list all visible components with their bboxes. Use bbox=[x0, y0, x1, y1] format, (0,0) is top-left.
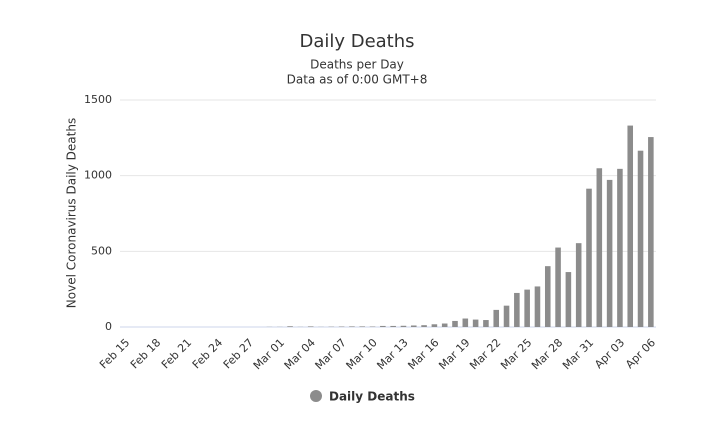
x-tick-label: Apr 03 bbox=[592, 336, 627, 371]
bar bbox=[493, 309, 500, 327]
bar bbox=[400, 325, 407, 327]
bar bbox=[586, 188, 592, 327]
bar bbox=[452, 320, 458, 327]
bar bbox=[637, 150, 644, 327]
y-axis-label: Novel Coronavirus Daily Deaths bbox=[65, 118, 79, 308]
bar bbox=[575, 243, 582, 327]
bar bbox=[472, 319, 479, 327]
chart-subtitle: Data as of 0:00 GMT+8 bbox=[287, 73, 428, 87]
bar bbox=[555, 247, 561, 327]
x-tick-label: Mar 10 bbox=[344, 336, 380, 372]
x-tick-label: Mar 07 bbox=[313, 336, 349, 372]
bar bbox=[441, 323, 448, 327]
bar bbox=[596, 168, 603, 327]
bar bbox=[617, 168, 623, 327]
x-tick-label: Mar 22 bbox=[467, 336, 503, 372]
bar bbox=[565, 272, 572, 327]
x-tick-label: Mar 13 bbox=[374, 336, 410, 372]
bar bbox=[390, 325, 396, 327]
bar bbox=[544, 266, 551, 327]
bar bbox=[410, 325, 417, 327]
bar bbox=[462, 318, 469, 327]
x-tick-label: Apr 06 bbox=[623, 336, 658, 371]
y-tick-label: 500 bbox=[91, 244, 112, 257]
y-tick-label: 1000 bbox=[84, 169, 112, 182]
chart-title: Daily Deaths bbox=[299, 31, 414, 52]
x-tick-label: Mar 25 bbox=[498, 336, 534, 372]
bar bbox=[359, 326, 366, 327]
x-tick-label: Feb 15 bbox=[97, 336, 132, 371]
y-tick-label: 1500 bbox=[84, 93, 112, 106]
legend-label: Daily Deaths bbox=[329, 390, 415, 404]
bar bbox=[380, 325, 386, 327]
bar bbox=[421, 325, 427, 327]
chart-subtitle: Deaths per Day bbox=[310, 58, 404, 72]
bar bbox=[503, 305, 510, 327]
bar bbox=[648, 137, 654, 327]
bar bbox=[534, 286, 541, 327]
x-tick-label: Mar 01 bbox=[251, 336, 287, 372]
x-tick-label: Feb 27 bbox=[221, 336, 256, 371]
bar bbox=[349, 326, 355, 327]
x-tick-label: Mar 16 bbox=[405, 336, 441, 372]
bar bbox=[431, 324, 438, 327]
y-tick-label: 0 bbox=[105, 320, 112, 333]
x-tick-label: Mar 28 bbox=[529, 336, 565, 372]
legend-marker bbox=[310, 390, 322, 402]
x-tick-label: Feb 21 bbox=[159, 336, 194, 371]
bar bbox=[606, 179, 613, 327]
x-tick-label: Feb 18 bbox=[128, 336, 163, 371]
bar bbox=[514, 292, 520, 327]
x-tick-label: Mar 19 bbox=[436, 336, 472, 372]
x-tick-label: Feb 24 bbox=[190, 336, 225, 371]
x-tick-label: Mar 31 bbox=[560, 336, 596, 372]
bar bbox=[524, 289, 530, 327]
bar bbox=[627, 125, 634, 327]
bar bbox=[483, 320, 489, 327]
bar bbox=[307, 326, 314, 327]
bar bbox=[287, 326, 293, 327]
x-tick-label: Mar 04 bbox=[282, 336, 318, 372]
